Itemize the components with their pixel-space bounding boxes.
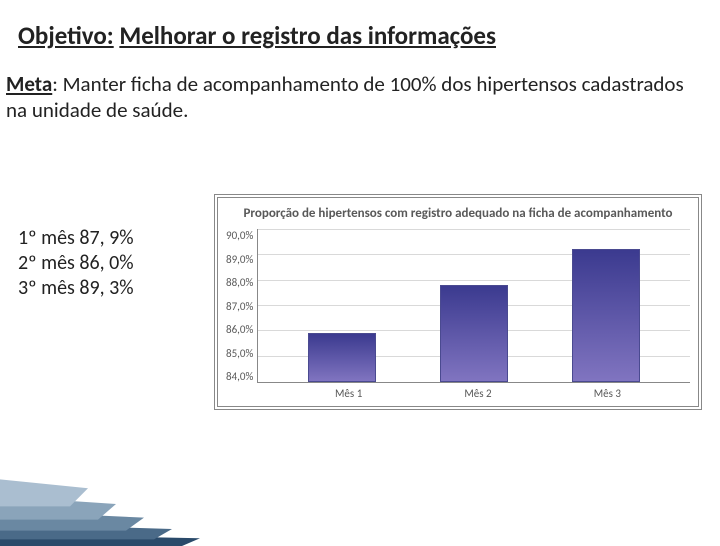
meta-paragraph: Meta: Manter ficha de acompanhamento de … bbox=[0, 59, 720, 124]
x-axis: Mês 1 Mês 2 Mês 3 bbox=[226, 387, 690, 400]
x-tick-label: Mês 3 bbox=[573, 387, 641, 400]
heading-text: Melhorar o registro das informações bbox=[119, 20, 496, 51]
bar bbox=[440, 285, 508, 383]
y-tick-label: 86,0% bbox=[226, 323, 253, 336]
y-tick-label: 90,0% bbox=[226, 229, 253, 242]
x-tick-label: Mês 2 bbox=[444, 387, 512, 400]
chart-title: Proporção de hipertensos com registro ad… bbox=[226, 206, 690, 222]
bar bbox=[572, 249, 640, 382]
y-tick-label: 84,0% bbox=[226, 370, 253, 383]
x-axis-spacer bbox=[226, 387, 266, 400]
x-axis-labels: Mês 1 Mês 2 Mês 3 bbox=[266, 387, 690, 400]
chart-inner: Proporção de hipertensos com registro ad… bbox=[217, 197, 699, 408]
plot-area bbox=[257, 229, 690, 383]
stats-line: 2º mês 86, 0% bbox=[18, 251, 214, 276]
heading-label: Objetivo: bbox=[18, 20, 114, 51]
y-tick-label: 89,0% bbox=[226, 253, 253, 266]
corner-decoration bbox=[0, 436, 200, 546]
heading: Objetivo: Melhorar o registro das inform… bbox=[0, 0, 720, 59]
x-tick-label: Mês 1 bbox=[315, 387, 383, 400]
y-axis: 90,0% 89,0% 88,0% 87,0% 86,0% 85,0% 84,0% bbox=[226, 229, 257, 383]
y-tick-label: 88,0% bbox=[226, 276, 253, 289]
stats-line: 1º mês 87, 9% bbox=[18, 226, 214, 251]
chart-container: Proporção de hipertensos com registro ad… bbox=[214, 194, 702, 411]
bar bbox=[308, 333, 376, 382]
content-row: 1º mês 87, 9% 2º mês 86, 0% 3º mês 89, 3… bbox=[0, 124, 720, 411]
plot-row: 90,0% 89,0% 88,0% 87,0% 86,0% 85,0% 84,0% bbox=[226, 229, 690, 383]
y-tick-label: 85,0% bbox=[226, 347, 253, 360]
stats-block: 1º mês 87, 9% 2º mês 86, 0% 3º mês 89, 3… bbox=[18, 194, 214, 301]
stats-line: 3º mês 89, 3% bbox=[18, 276, 214, 301]
meta-label: Meta bbox=[6, 71, 52, 97]
y-tick-label: 87,0% bbox=[226, 300, 253, 313]
meta-text: : Manter ficha de acompanhamento de 100%… bbox=[6, 71, 684, 123]
bars-group bbox=[258, 229, 690, 382]
